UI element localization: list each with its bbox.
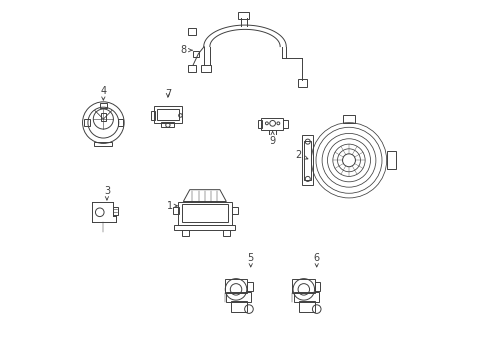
Bar [232, 207, 238, 214]
Bar [118, 120, 123, 126]
Bar [100, 103, 107, 108]
Text: 5: 5 [247, 253, 254, 267]
Bar [223, 230, 230, 235]
Bar [315, 282, 320, 291]
Bar [258, 121, 262, 128]
Bar [101, 113, 105, 121]
Bar [174, 225, 235, 230]
Text: 4: 4 [100, 86, 106, 100]
Text: 2: 2 [295, 150, 308, 160]
Bar [261, 118, 283, 130]
Bar [294, 292, 319, 302]
Bar [387, 151, 395, 169]
Text: 1: 1 [167, 201, 177, 211]
Bar [283, 121, 288, 128]
Bar [231, 301, 247, 312]
Text: 8: 8 [180, 45, 192, 55]
Bar [247, 282, 252, 291]
Bar [298, 79, 307, 87]
Bar [188, 28, 196, 35]
Bar [302, 135, 313, 185]
Bar [343, 116, 355, 123]
Bar [188, 64, 196, 72]
Text: 6: 6 [314, 253, 320, 267]
Bar [200, 64, 211, 72]
Bar [293, 279, 315, 293]
Bar [113, 207, 119, 215]
Bar [299, 301, 315, 312]
Bar [181, 204, 228, 222]
Bar [157, 109, 179, 120]
Bar [84, 120, 90, 126]
Bar [238, 12, 248, 19]
Bar [95, 142, 112, 146]
Text: 3: 3 [104, 186, 110, 200]
Bar [304, 140, 311, 180]
Bar [193, 51, 199, 57]
Text: 9: 9 [270, 131, 276, 146]
Bar [161, 122, 174, 127]
Text: 7: 7 [165, 89, 171, 99]
Bar [226, 292, 251, 302]
Bar [153, 107, 182, 123]
Bar [151, 111, 155, 120]
Bar [181, 230, 189, 235]
Bar [172, 207, 179, 214]
Bar [224, 279, 247, 293]
Bar [178, 202, 232, 225]
